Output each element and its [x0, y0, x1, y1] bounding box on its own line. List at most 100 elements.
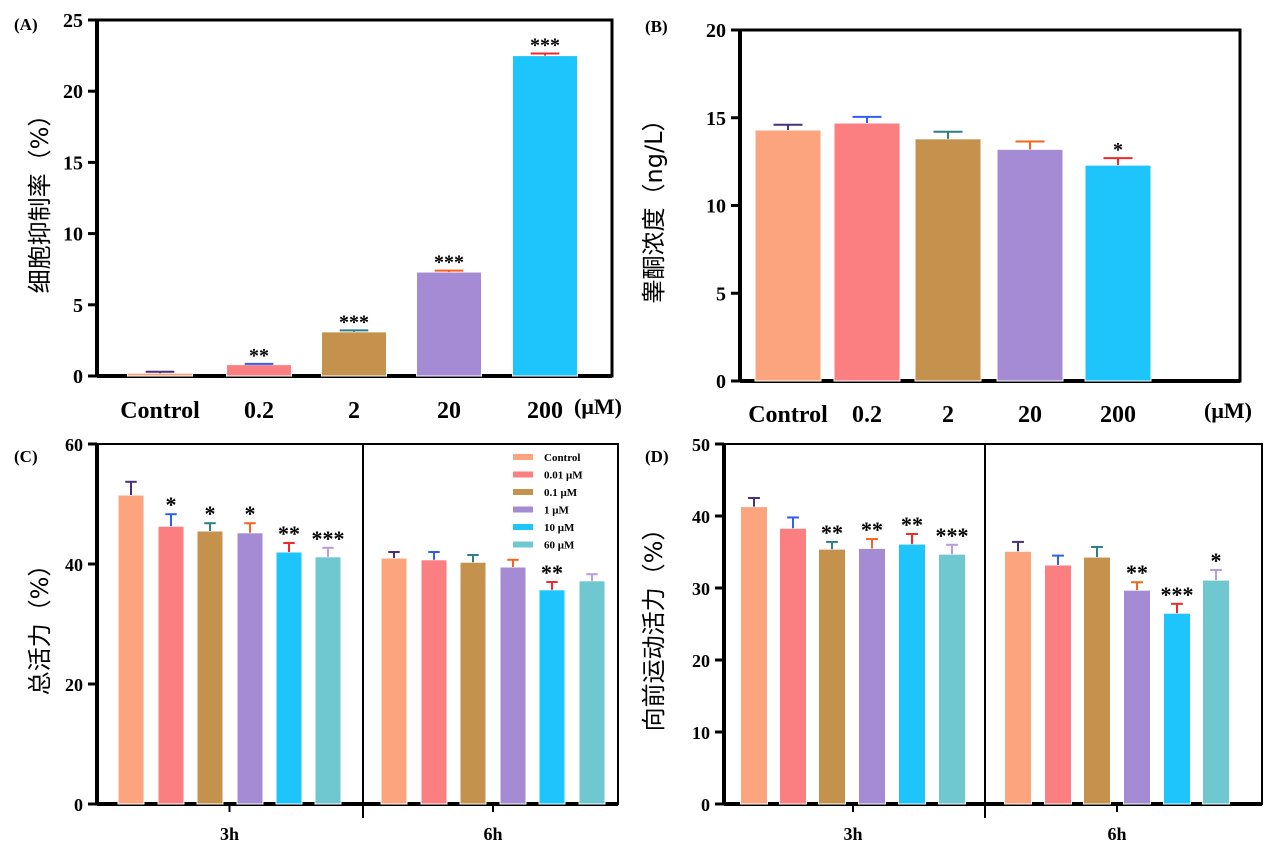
significance-label: **: [901, 512, 923, 537]
y-tick-label: 40: [65, 555, 83, 575]
x-tick-label: 3h: [220, 824, 239, 844]
bar: [420, 559, 448, 805]
y-tick-label: 10: [63, 224, 83, 246]
bar: [321, 331, 387, 377]
y-tick-label: 0: [73, 366, 83, 388]
legend-label: Control: [544, 452, 580, 464]
significance-label: *: [1211, 548, 1222, 573]
significance-label: *: [205, 501, 216, 526]
x-tick-label: Control: [120, 398, 200, 424]
bar: [314, 556, 342, 805]
bar: [779, 527, 807, 805]
bar: [898, 543, 926, 805]
bar: [740, 506, 768, 805]
bar: [459, 561, 487, 805]
bar: [196, 530, 224, 805]
y-axis-label: 总活力（%）: [26, 553, 54, 696]
legend-swatch: [513, 541, 533, 548]
significance-label: **: [249, 345, 269, 367]
y-tick-label: 25: [63, 10, 83, 32]
legend: Control 0.01 μM 0.1 μM 1 μM 10 μM 60 μM: [503, 447, 615, 555]
legend-swatch: [513, 524, 533, 530]
significance-label: **: [1126, 560, 1148, 585]
y-axis-label: 向前运动活力（%）: [640, 517, 668, 732]
significance-label: ***: [1161, 582, 1194, 607]
y-tick-label: 10: [692, 723, 710, 743]
y-tick-label: 5: [716, 283, 726, 305]
panel-label: (B): [645, 17, 668, 36]
x-tick-label: Control: [748, 402, 828, 428]
y-tick-label: 20: [692, 651, 710, 671]
y-axis-label: 细胞抑制率（%）: [26, 103, 54, 294]
significance-label: *: [245, 501, 256, 526]
bar: [1044, 564, 1072, 805]
panel-label: (C): [14, 447, 38, 466]
significance-label: ***: [936, 523, 969, 548]
panel-b: (B) 0 5 10 15 20 睾酮浓度（ng/L） Control 0.2 2 20 * 200 (μ…: [640, 17, 1252, 428]
bar: [1083, 556, 1111, 805]
legend-swatch: [513, 471, 533, 478]
bar: [996, 148, 1064, 382]
bar: [127, 372, 193, 377]
legend-label: 0.01 μM: [544, 470, 583, 482]
bar: [858, 547, 886, 805]
significance-label: ***: [339, 311, 369, 333]
legend-swatch: [513, 489, 533, 495]
x-tick-label: 20: [437, 398, 461, 424]
x-unit-label: (μM): [1204, 398, 1252, 423]
x-unit-label: (μM): [574, 394, 622, 419]
legend-label: 10 μM: [544, 522, 575, 534]
bar: [512, 55, 578, 377]
significance-label: ***: [312, 526, 345, 551]
significance-label: **: [821, 520, 843, 545]
y-tick-label: 0: [716, 371, 726, 393]
y-tick-label: 0: [74, 795, 83, 815]
legend-box: [503, 447, 615, 555]
bar: [416, 271, 482, 377]
y-tick-label: 60: [65, 435, 83, 455]
legend-label: 1 μM: [544, 505, 569, 517]
bar: [380, 557, 408, 805]
legend-label: 0.1 μM: [544, 487, 578, 499]
x-tick-label: 2: [348, 398, 360, 424]
significance-label: ***: [530, 34, 560, 56]
x-tick-label: 20: [1018, 402, 1042, 428]
bar: [1163, 612, 1191, 805]
bar: [275, 551, 303, 805]
significance-label: *: [1113, 139, 1123, 161]
y-tick-label: 50: [692, 435, 710, 455]
legend-label: 60 μM: [544, 540, 575, 552]
legend-swatch: [513, 506, 533, 513]
bar: [754, 129, 822, 382]
panel-label: (A): [14, 15, 38, 34]
y-tick-label: 20: [706, 20, 726, 42]
significance-label: *: [166, 492, 177, 517]
y-tick-label: 15: [706, 108, 726, 130]
y-tick-label: 10: [706, 196, 726, 218]
panel-a: (A) 0 5 10 15 20 25 细胞抑制率（%） Control ** 0.2 *** 2 ***…: [14, 10, 622, 424]
x-tick-label: 0.2: [852, 402, 882, 428]
bar: [833, 122, 901, 382]
bar: [236, 532, 264, 805]
bar: [818, 548, 846, 805]
bar: [914, 138, 982, 382]
y-tick-label: 15: [63, 152, 83, 174]
y-tick-label: 5: [73, 295, 83, 317]
x-tick-label: 200: [527, 398, 563, 424]
panel-label: (D): [645, 447, 669, 466]
bar: [1084, 164, 1152, 382]
y-tick-label: 20: [63, 81, 83, 103]
bar: [499, 566, 527, 805]
bar: [1004, 550, 1032, 805]
y-axis-label: 睾酮浓度（ng/L）: [640, 108, 668, 304]
bar: [938, 553, 966, 805]
x-tick-label: 6h: [1107, 824, 1126, 844]
y-tick-label: 0: [701, 795, 710, 815]
significance-label: **: [278, 521, 300, 546]
x-tick-label: 6h: [483, 824, 502, 844]
bar: [1123, 589, 1151, 805]
